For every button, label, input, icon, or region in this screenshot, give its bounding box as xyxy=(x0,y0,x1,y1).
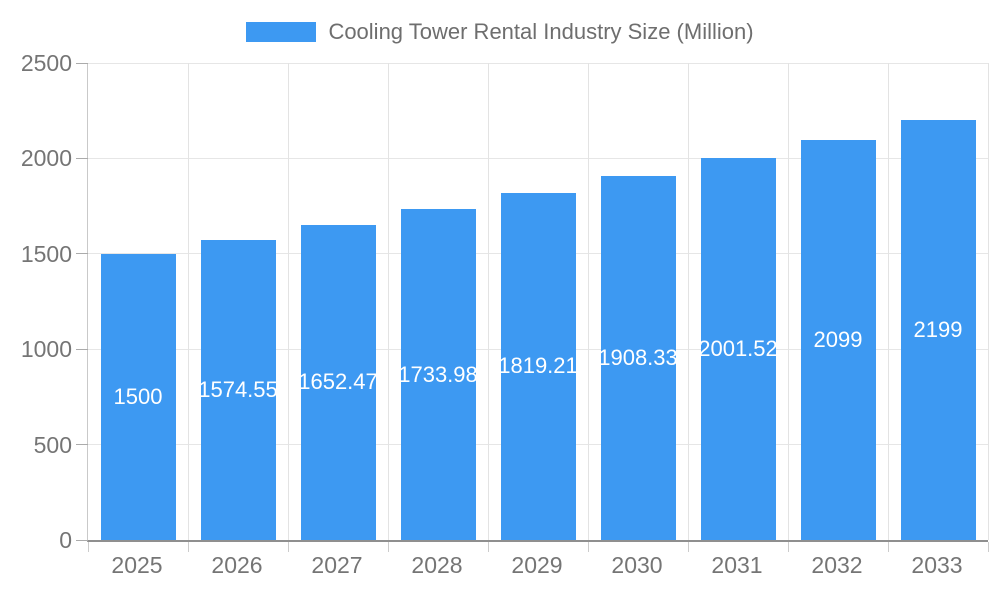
bar[interactable]: 2199 xyxy=(900,120,976,540)
x-axis-tick xyxy=(887,542,889,552)
bar-value-label: 2099 xyxy=(813,326,863,352)
y-tick-label: 2000 xyxy=(20,145,72,172)
bar[interactable]: 1733.98 xyxy=(400,209,476,540)
x-axis-tick xyxy=(487,542,489,552)
y-axis-tick xyxy=(76,62,88,64)
x-axis-tick xyxy=(787,542,789,552)
bar-value-label: 1652.47 xyxy=(300,369,376,395)
x-axis-tick xyxy=(187,542,189,552)
bar[interactable]: 1652.47 xyxy=(300,224,376,540)
vertical-gridline xyxy=(587,63,589,540)
x-axis-labels: 2025 2026 2027 2028 2029 2030 2031 2032 2033 xyxy=(87,552,987,582)
bar[interactable]: 1500 xyxy=(100,253,176,540)
y-axis-tick xyxy=(76,157,88,159)
vertical-gridline xyxy=(987,63,989,540)
y-axis-labels: 0 500 1000 1500 2000 2500 xyxy=(0,50,72,553)
bar[interactable]: 2001.52 xyxy=(700,158,776,540)
vertical-gridline xyxy=(187,63,189,540)
legend-label[interactable]: Cooling Tower Rental Industry Size (Mill… xyxy=(328,19,754,44)
bar-value-label: 1574.55 xyxy=(200,376,276,402)
bar-value-label: 1908.33 xyxy=(600,344,676,370)
x-axis-tick xyxy=(987,542,989,552)
x-tick-label: 2029 xyxy=(511,552,563,578)
x-tick-label: 2032 xyxy=(811,552,863,578)
x-axis-tick xyxy=(687,542,689,552)
bar[interactable]: 1819.21 xyxy=(500,192,576,540)
x-axis-tick xyxy=(287,542,289,552)
bar-value-label: 1819.21 xyxy=(500,353,576,379)
y-axis-tick xyxy=(76,348,88,350)
x-tick-label: 2031 xyxy=(711,552,763,578)
horizontal-gridline xyxy=(88,157,988,159)
plot-area: 1500 1574.55 1652.47 1733.98 1819.21 1908.33 2… xyxy=(76,62,989,552)
x-tick-label: 2030 xyxy=(611,552,663,578)
vertical-gridline xyxy=(787,63,789,540)
x-tick-label: 2033 xyxy=(911,552,963,578)
y-tick-label: 0 xyxy=(59,527,72,553)
vertical-gridline xyxy=(887,63,889,540)
y-axis-tick xyxy=(76,253,88,255)
horizontal-gridline xyxy=(88,62,988,64)
y-tick-label: 1000 xyxy=(20,336,72,363)
y-axis-tick xyxy=(76,444,88,446)
vertical-gridline xyxy=(287,63,289,540)
x-axis-tick xyxy=(587,542,589,552)
y-tick-label: 2500 xyxy=(20,50,72,76)
bar[interactable]: 1908.33 xyxy=(600,175,676,540)
x-tick-label: 2028 xyxy=(411,552,463,578)
bar-value-label: 2001.52 xyxy=(700,336,776,362)
bar-value-label: 2199 xyxy=(913,317,963,343)
x-axis-tick xyxy=(387,542,389,552)
y-axis-tick xyxy=(76,539,88,541)
bar-value-label: 1733.98 xyxy=(400,361,476,387)
bar[interactable]: 2099 xyxy=(800,139,876,540)
bar-value-label: 1500 xyxy=(113,383,163,409)
bar[interactable]: 1574.55 xyxy=(200,239,276,540)
x-tick-label: 2026 xyxy=(211,552,263,578)
vertical-gridline xyxy=(387,63,389,540)
y-tick-label: 500 xyxy=(33,431,72,458)
x-axis-tick xyxy=(87,542,89,552)
legend[interactable]: Cooling Tower Rental Industry Size (Mill… xyxy=(0,20,1000,44)
y-tick-label: 1500 xyxy=(20,240,72,267)
vertical-gridline xyxy=(487,63,489,540)
x-tick-label: 2027 xyxy=(311,552,363,578)
legend-color-swatch[interactable] xyxy=(246,22,317,42)
vertical-gridline xyxy=(687,63,689,540)
x-tick-label: 2025 xyxy=(111,552,163,578)
